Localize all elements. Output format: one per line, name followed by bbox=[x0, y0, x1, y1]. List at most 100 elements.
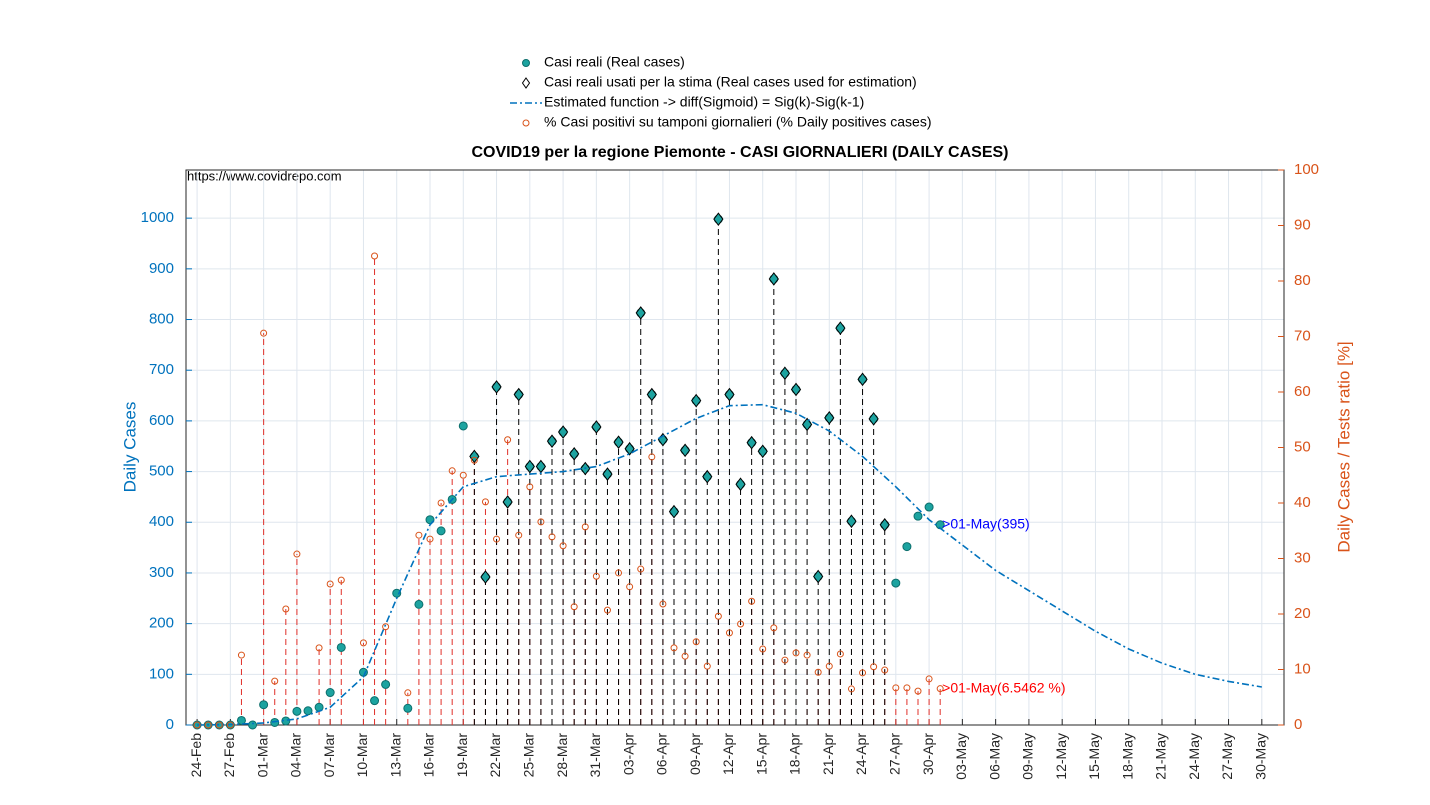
real-case-point bbox=[458, 421, 468, 431]
real-case-point bbox=[270, 717, 280, 727]
estimation-point bbox=[835, 321, 846, 335]
percent-point bbox=[781, 656, 789, 664]
estimation-point bbox=[879, 517, 890, 532]
real-case-point bbox=[259, 700, 269, 710]
y-tick-label: 300 bbox=[149, 564, 174, 581]
y-tick-label: 500 bbox=[149, 463, 174, 480]
x-tick-label: 15-Apr bbox=[753, 733, 769, 775]
annotation: >01-May(395) bbox=[942, 515, 1030, 531]
percent-point bbox=[260, 329, 268, 337]
real-case-point bbox=[913, 511, 923, 521]
x-tick-label: 24-Feb bbox=[188, 733, 204, 778]
estimation-point bbox=[757, 444, 768, 459]
percent-point bbox=[881, 666, 889, 674]
x-tick-label: 04-Mar bbox=[288, 733, 304, 778]
y-tick-label: 0 bbox=[166, 716, 174, 733]
y2-tick-label: 10 bbox=[1294, 660, 1311, 677]
real-case-point bbox=[292, 706, 302, 716]
percent-point bbox=[936, 685, 944, 693]
percent-point bbox=[315, 644, 323, 652]
estimation-point bbox=[790, 382, 802, 397]
percent-point bbox=[570, 603, 578, 611]
source-note: https://www.covidrepo.com bbox=[187, 168, 342, 183]
percent-point bbox=[448, 467, 456, 475]
legend-marker bbox=[522, 119, 530, 127]
percent-point bbox=[437, 499, 445, 507]
x-tick-label: 12-May bbox=[1053, 733, 1069, 780]
estimation-point bbox=[724, 387, 735, 402]
y2-tick-label: 60 bbox=[1294, 383, 1311, 400]
x-tick-label: 18-May bbox=[1119, 733, 1135, 780]
real-case-point bbox=[303, 706, 313, 716]
percent-point bbox=[637, 565, 645, 573]
percent-point bbox=[748, 597, 756, 605]
percent-point bbox=[515, 531, 523, 539]
x-tick-label: 25-Mar bbox=[521, 733, 537, 778]
percent-point bbox=[648, 453, 656, 461]
estimation-point bbox=[480, 570, 491, 584]
annotation: >01-May(6.5462 %) bbox=[942, 679, 1065, 695]
percent-point bbox=[737, 620, 745, 628]
percent-point bbox=[925, 675, 933, 683]
x-tick-label: 03-May bbox=[953, 733, 969, 780]
percent-point bbox=[870, 663, 878, 671]
y-tick-label: 1000 bbox=[141, 209, 174, 226]
x-tick-label: 15-May bbox=[1086, 733, 1102, 780]
estimation-point bbox=[557, 425, 569, 439]
percent-point bbox=[459, 471, 467, 479]
percent-point bbox=[548, 533, 556, 541]
y2-tick-label: 30 bbox=[1294, 549, 1311, 566]
real-case-point bbox=[325, 688, 335, 698]
x-tick-label: 12-Apr bbox=[720, 733, 736, 775]
estimation-point bbox=[569, 447, 580, 461]
legend-label: Casi reali usati per la stima (Real case… bbox=[544, 74, 917, 90]
x-tick-label: 30-May bbox=[1253, 733, 1269, 780]
percent-point bbox=[326, 580, 334, 588]
y2-tick-label: 40 bbox=[1294, 494, 1311, 511]
percent-point bbox=[271, 677, 279, 685]
chart-title: COVID19 per la regione Piemonte - CASI G… bbox=[472, 144, 1009, 161]
percent-point bbox=[903, 684, 911, 692]
percent-point bbox=[914, 687, 922, 695]
estimation-point bbox=[513, 387, 524, 402]
percent-point bbox=[293, 550, 301, 558]
estimation-point bbox=[524, 459, 535, 474]
real-case-point bbox=[403, 703, 413, 713]
estimation-point bbox=[668, 504, 680, 519]
real-case-point bbox=[381, 679, 391, 689]
y2-tick-label: 0 bbox=[1294, 716, 1302, 733]
percent-point bbox=[404, 689, 412, 697]
y-tick-label: 600 bbox=[149, 412, 174, 429]
estimation-point bbox=[602, 467, 613, 481]
real-case-point bbox=[924, 502, 934, 512]
x-tick-label: 06-Apr bbox=[654, 733, 670, 775]
estimation-point bbox=[857, 372, 868, 387]
percent-point bbox=[725, 629, 733, 637]
estimation-point bbox=[868, 412, 879, 426]
x-tick-label: 19-Mar bbox=[454, 733, 470, 778]
percent-point bbox=[692, 638, 700, 646]
percent-point bbox=[426, 535, 434, 543]
percent-point bbox=[681, 652, 689, 660]
y-tick-label: 700 bbox=[149, 361, 174, 378]
percent-point bbox=[603, 606, 611, 614]
percent-point bbox=[237, 651, 245, 659]
percent-point bbox=[592, 572, 600, 580]
estimation-point bbox=[824, 411, 835, 425]
percent-point bbox=[670, 644, 678, 652]
percent-point bbox=[282, 605, 290, 613]
estimation-point bbox=[635, 306, 646, 320]
y2-tick-label: 50 bbox=[1294, 438, 1311, 455]
y-axis-label: Daily Cases bbox=[120, 402, 139, 493]
real-case-point bbox=[248, 720, 258, 730]
estimation-point bbox=[691, 393, 702, 408]
real-case-point bbox=[436, 526, 446, 536]
percent-point bbox=[415, 531, 423, 539]
x-tick-label: 03-Apr bbox=[620, 733, 636, 775]
x-tick-label: 28-Mar bbox=[554, 733, 570, 778]
legend-marker bbox=[522, 59, 530, 67]
x-tick-label: 30-Apr bbox=[920, 733, 936, 775]
percent-point bbox=[193, 721, 201, 729]
